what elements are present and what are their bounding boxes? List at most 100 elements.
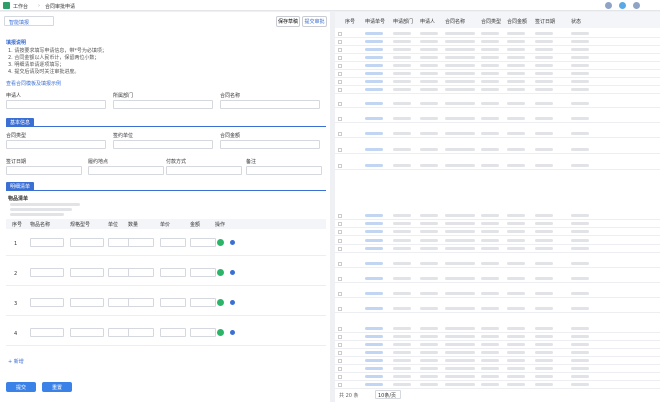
cell-input[interactable]	[190, 328, 216, 337]
cell-input[interactable]	[70, 298, 104, 307]
action[interactable]	[217, 329, 224, 336]
button[interactable]: 提交审批	[302, 16, 327, 27]
action[interactable]	[217, 299, 224, 306]
cell-blur	[507, 327, 525, 330]
checkbox[interactable]	[338, 383, 342, 387]
checkbox[interactable]	[338, 32, 342, 36]
checkbox[interactable]	[338, 64, 342, 68]
cell-input[interactable]	[70, 238, 104, 247]
cell-input[interactable]	[128, 268, 154, 277]
cell-blur	[420, 351, 438, 354]
cell-input[interactable]	[30, 328, 64, 337]
input[interactable]	[246, 166, 322, 175]
add-row[interactable]: + 新增	[8, 359, 24, 365]
cell-blur	[445, 375, 475, 378]
cell-input[interactable]	[190, 298, 216, 307]
checkbox[interactable]	[338, 230, 342, 234]
checkbox[interactable]	[338, 40, 342, 44]
section-line	[6, 190, 326, 191]
checkbox[interactable]	[338, 80, 342, 84]
cell-blur	[535, 222, 553, 225]
cell-blur	[365, 48, 383, 51]
checkbox[interactable]	[338, 359, 342, 363]
input[interactable]	[6, 100, 106, 109]
input[interactable]	[113, 140, 213, 149]
checkbox[interactable]	[338, 327, 342, 331]
input[interactable]	[6, 140, 106, 149]
button[interactable]: 保存草稿	[276, 16, 300, 27]
cell-input[interactable]	[160, 268, 186, 277]
checkbox[interactable]	[338, 222, 342, 226]
cell-input[interactable]	[160, 238, 186, 247]
cell-input[interactable]	[70, 268, 104, 277]
input[interactable]	[220, 140, 320, 149]
cell-blur	[420, 40, 438, 43]
cell-blur	[420, 335, 438, 338]
checkbox[interactable]	[338, 214, 342, 218]
checkbox[interactable]	[338, 148, 342, 152]
checkbox[interactable]	[338, 88, 342, 92]
link[interactable]: 查看合同模板及填报示例	[6, 81, 62, 87]
checkbox[interactable]	[338, 164, 342, 168]
checkbox[interactable]	[338, 48, 342, 52]
action[interactable]	[230, 270, 235, 275]
icon[interactable]	[619, 2, 626, 9]
cell-input[interactable]	[30, 268, 64, 277]
checkbox[interactable]	[338, 56, 342, 60]
input[interactable]	[113, 100, 213, 109]
cell-blur	[445, 351, 475, 354]
checkbox[interactable]	[338, 351, 342, 355]
checkbox[interactable]	[338, 367, 342, 371]
action[interactable]	[230, 240, 235, 245]
checkbox[interactable]	[338, 72, 342, 76]
checkbox[interactable]	[338, 277, 342, 281]
cell-blur	[507, 343, 525, 346]
cell-input[interactable]	[160, 298, 186, 307]
cell-blur	[535, 117, 553, 120]
input[interactable]	[220, 100, 320, 109]
action[interactable]	[217, 239, 224, 246]
submit-button[interactable]: 提交	[6, 382, 36, 392]
cell-input[interactable]	[30, 298, 64, 307]
cell-blur	[571, 239, 589, 242]
checkbox[interactable]	[338, 262, 342, 266]
breadcrumb[interactable]: 合同审批申请	[45, 4, 76, 10]
checkbox[interactable]	[338, 102, 342, 106]
cell-input[interactable]	[70, 328, 104, 337]
input[interactable]	[6, 166, 82, 175]
checkbox[interactable]	[338, 239, 342, 243]
checkbox[interactable]	[338, 117, 342, 121]
checkbox[interactable]	[338, 132, 342, 136]
checkbox[interactable]	[338, 292, 342, 296]
mode-select[interactable]: 智能填报	[4, 16, 54, 26]
cell-input[interactable]	[190, 268, 216, 277]
input[interactable]	[166, 166, 242, 175]
row-no: 3	[14, 301, 18, 307]
cell-input[interactable]	[128, 328, 154, 337]
cell-blur	[481, 72, 499, 75]
row-line	[335, 227, 660, 228]
cell-input[interactable]	[128, 298, 154, 307]
input[interactable]	[88, 166, 164, 175]
checkbox[interactable]	[338, 247, 342, 251]
icon[interactable]	[633, 2, 640, 9]
checkbox[interactable]	[338, 375, 342, 379]
checkbox[interactable]	[338, 335, 342, 339]
cell-blur	[420, 148, 438, 151]
action[interactable]	[230, 330, 235, 335]
cell-input[interactable]	[128, 238, 154, 247]
action[interactable]	[230, 300, 235, 305]
reset-button[interactable]: 重置	[42, 382, 72, 392]
icon[interactable]	[605, 2, 612, 9]
cell-input[interactable]	[30, 238, 64, 247]
cell-blur	[445, 102, 475, 105]
column-header: 序号	[345, 19, 356, 25]
action[interactable]	[217, 269, 224, 276]
page-size[interactable]: 10条/页	[375, 390, 401, 399]
column-header: 申请单号	[365, 19, 386, 25]
cell-input[interactable]	[190, 238, 216, 247]
tab[interactable]: 工作台	[13, 4, 29, 10]
checkbox[interactable]	[338, 343, 342, 347]
cell-input[interactable]	[160, 328, 186, 337]
checkbox[interactable]	[338, 307, 342, 311]
